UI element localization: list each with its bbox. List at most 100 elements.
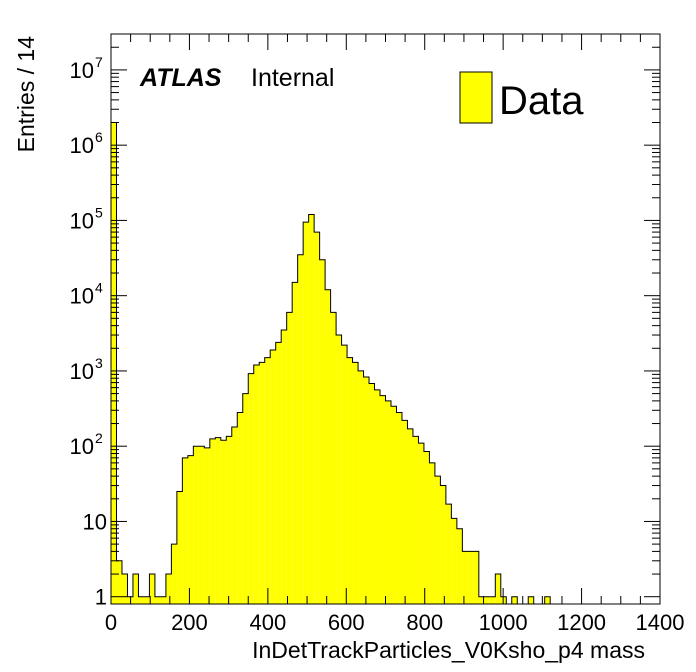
histogram-bar — [544, 596, 551, 604]
histogram-bar — [176, 491, 183, 604]
axis-ticks — [110, 33, 661, 604]
histogram-bar — [215, 437, 221, 604]
x-tick-label: 0 — [105, 610, 117, 635]
histogram-bar — [325, 289, 331, 604]
histogram-bar — [380, 395, 386, 604]
histogram-bar — [275, 342, 282, 604]
y-axis-title: Entries / 14 — [13, 36, 39, 153]
atlas-label: ATLAS — [139, 64, 222, 92]
histogram-bar — [495, 574, 501, 604]
histogram-bar — [473, 551, 479, 604]
x-tick-label: 1000 — [479, 610, 528, 635]
histogram-bar — [374, 389, 381, 604]
histogram-bar — [511, 596, 518, 604]
histogram-bar — [390, 406, 397, 604]
histogram-bar — [440, 485, 446, 604]
histogram-bar — [116, 560, 122, 604]
histogram-bar — [253, 364, 260, 604]
histogram-bar — [242, 393, 249, 604]
x-tick-labels: 0 200 400 600 800 1000 1200 1400 — [105, 610, 685, 635]
y-tick-label: 10 — [70, 208, 94, 233]
histogram-bar — [303, 222, 309, 604]
y-tick-label: 10 — [70, 434, 94, 459]
histogram-outline — [110, 122, 551, 605]
histogram-bar — [198, 446, 205, 604]
histogram-bar — [259, 362, 265, 604]
histogram-bar — [412, 436, 419, 604]
histogram-bar — [308, 214, 315, 604]
histogram-bar — [149, 574, 155, 604]
histogram-bar — [407, 428, 413, 604]
x-tick-label: 400 — [249, 610, 286, 635]
histogram-bar — [264, 357, 271, 604]
histogram-bar — [111, 122, 117, 604]
histogram-bar — [165, 574, 172, 604]
histogram-bar — [363, 377, 370, 604]
histogram-bar — [352, 362, 359, 604]
histogram-bar — [193, 446, 199, 604]
histogram-bar — [429, 462, 435, 604]
y-tick-label: 10 — [70, 359, 94, 384]
histogram-bar — [286, 312, 293, 604]
histogram-bar — [297, 254, 304, 604]
histogram-bar — [248, 373, 254, 604]
x-tick-label: 600 — [328, 610, 365, 635]
y-tick-label: 1 — [95, 585, 107, 610]
y-tick-exponent: 3 — [95, 355, 103, 371]
histogram-bar — [369, 383, 375, 604]
histogram-bar — [528, 596, 534, 604]
histogram-bars — [111, 122, 551, 605]
histogram-bar — [336, 335, 342, 604]
histogram-bar — [445, 504, 452, 604]
y-tick-exponent: 5 — [95, 204, 103, 220]
histogram-bar — [451, 518, 457, 604]
y-tick-label: 10 — [70, 58, 94, 83]
histogram-bar — [341, 345, 348, 604]
histogram-bar — [489, 596, 496, 604]
legend-swatch-data — [459, 71, 493, 124]
histogram-bar — [484, 596, 490, 604]
histogram-bar — [182, 457, 188, 604]
histogram-bar — [226, 436, 232, 604]
histogram-bar — [314, 232, 320, 605]
histogram-bar — [220, 440, 227, 604]
y-tick-exponent: 4 — [95, 280, 103, 296]
histogram-bar — [209, 438, 216, 604]
histogram-bar — [171, 544, 177, 604]
histogram-bar — [347, 357, 353, 604]
histogram-bar — [143, 596, 150, 604]
histogram-bar — [160, 596, 166, 604]
histogram-bar — [270, 349, 276, 604]
y-tick-label: 10 — [70, 133, 94, 158]
histogram-bar — [187, 455, 194, 604]
histogram-bar — [462, 551, 468, 604]
histogram-bar — [132, 574, 139, 604]
histogram-bar — [154, 596, 161, 604]
histogram-bar — [434, 476, 441, 604]
histogram-bar — [418, 443, 424, 604]
histogram-bar — [281, 329, 287, 604]
histogram-bar — [330, 312, 337, 604]
histogram-bar — [319, 259, 326, 604]
legend-label-data: Data — [499, 79, 584, 123]
y-tick-label: 10 — [83, 509, 107, 534]
histogram-bar — [396, 412, 402, 604]
histogram-bar — [204, 447, 210, 604]
histogram-bar — [138, 596, 144, 604]
x-tick-label: 1200 — [557, 610, 606, 635]
histogram-bar — [231, 426, 238, 604]
y-tick-exponent: 6 — [95, 129, 103, 145]
internal-label: Internal — [251, 64, 334, 92]
histogram-bar — [121, 574, 128, 604]
x-tick-label: 800 — [406, 610, 443, 635]
y-tick-exponent: 2 — [95, 430, 103, 446]
histogram-bar — [401, 420, 408, 604]
histogram-bar — [423, 451, 430, 604]
x-tick-label: 200 — [171, 610, 208, 635]
histogram-bar — [358, 370, 364, 604]
histogram-bar — [237, 412, 243, 604]
x-tick-label: 1400 — [636, 610, 685, 635]
histogram-bar — [478, 596, 485, 604]
x-axis-title: InDetTrackParticles_V0Ksho_p4 mass — [252, 637, 645, 663]
